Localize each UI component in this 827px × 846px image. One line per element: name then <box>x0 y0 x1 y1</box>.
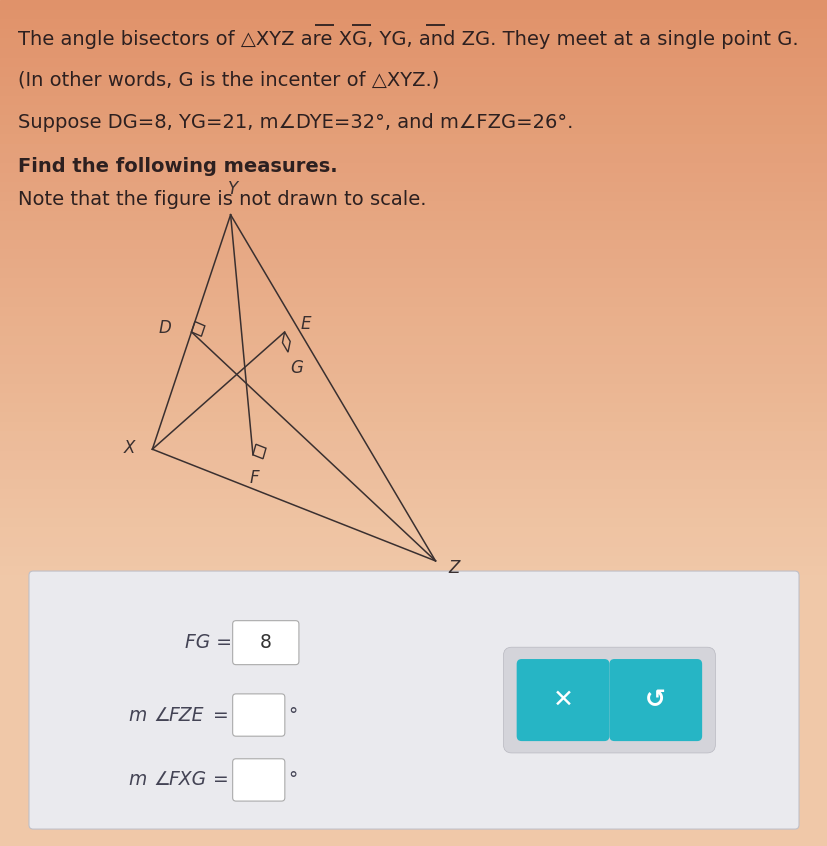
Bar <box>0 106 827 115</box>
Text: FXG: FXG <box>168 771 206 789</box>
Bar <box>0 422 827 431</box>
Bar <box>0 0 827 9</box>
Text: F: F <box>250 470 259 487</box>
Bar <box>0 527 827 537</box>
Bar <box>0 250 827 259</box>
Bar <box>0 192 827 201</box>
Bar <box>0 451 827 460</box>
Bar <box>0 153 827 163</box>
Text: ∠: ∠ <box>153 706 170 724</box>
Text: D: D <box>159 319 171 337</box>
Text: Note that the figure is not drawn to scale.: Note that the figure is not drawn to sca… <box>18 190 426 209</box>
Text: °: ° <box>288 771 297 789</box>
Bar <box>0 383 827 393</box>
Text: °: ° <box>288 706 297 724</box>
Bar <box>0 412 827 422</box>
Text: FG =: FG = <box>184 633 232 652</box>
Bar <box>0 354 827 365</box>
Bar <box>0 393 827 403</box>
Bar <box>0 221 827 230</box>
Bar <box>0 326 827 336</box>
Bar <box>0 239 827 250</box>
Bar <box>0 259 827 268</box>
Bar <box>0 336 827 345</box>
Bar <box>0 173 827 182</box>
FancyBboxPatch shape <box>232 759 284 801</box>
FancyBboxPatch shape <box>516 659 609 741</box>
Bar <box>0 163 827 173</box>
Bar <box>0 278 827 288</box>
Bar <box>0 86 827 96</box>
Bar <box>0 230 827 239</box>
Bar <box>0 288 827 297</box>
Bar <box>0 441 827 451</box>
Bar <box>0 556 827 566</box>
Bar <box>0 135 827 144</box>
Bar <box>0 9 827 19</box>
FancyBboxPatch shape <box>232 694 284 736</box>
Bar <box>0 345 827 354</box>
Text: Suppose DG​=8, YG​=21, m∠DYE​=32°, and m∠FZG​=26°.: Suppose DG​=8, YG​=21, m∠DYE​=32°, and m… <box>18 113 573 132</box>
Bar <box>0 508 827 518</box>
Text: The angle bisectors of △XYZ are XG, YG, and ZG. They meet at a single point G.: The angle bisectors of △XYZ are XG, YG, … <box>18 30 798 48</box>
Text: E: E <box>299 315 310 332</box>
Bar <box>0 489 827 498</box>
Text: Find the following measures.: Find the following measures. <box>18 157 337 175</box>
Bar <box>0 77 827 86</box>
Bar <box>0 182 827 192</box>
Bar <box>0 575 827 846</box>
Bar <box>0 48 827 58</box>
Bar <box>0 537 827 547</box>
Text: =: = <box>213 706 228 724</box>
FancyBboxPatch shape <box>503 647 715 753</box>
Text: Z: Z <box>447 558 459 577</box>
FancyBboxPatch shape <box>232 621 299 665</box>
Bar <box>0 566 827 575</box>
Bar <box>0 19 827 29</box>
Bar <box>0 470 827 480</box>
Text: ↺: ↺ <box>644 688 666 712</box>
Text: ✕: ✕ <box>552 688 573 712</box>
Text: Y: Y <box>227 180 238 198</box>
Bar <box>0 518 827 527</box>
Bar <box>0 403 827 412</box>
Bar <box>0 374 827 383</box>
Bar <box>0 498 827 508</box>
Bar <box>0 67 827 77</box>
Bar <box>0 307 827 316</box>
FancyBboxPatch shape <box>609 659 701 741</box>
Text: X: X <box>123 438 135 457</box>
Bar <box>0 480 827 489</box>
Bar <box>0 58 827 67</box>
Bar <box>0 96 827 106</box>
Bar <box>0 115 827 124</box>
Text: 8: 8 <box>260 633 271 652</box>
FancyBboxPatch shape <box>29 571 798 829</box>
Bar <box>0 460 827 470</box>
Bar <box>0 431 827 441</box>
Text: FZE: FZE <box>168 706 203 724</box>
Text: =: = <box>213 771 228 789</box>
Text: ∠: ∠ <box>153 771 170 789</box>
Bar <box>0 316 827 326</box>
Bar <box>0 201 827 211</box>
Text: (In other words, G is the incenter of △XYZ.): (In other words, G is the incenter of △X… <box>18 70 439 89</box>
Bar <box>0 297 827 307</box>
Text: m: m <box>128 706 146 724</box>
Text: G: G <box>290 359 304 376</box>
Bar <box>0 38 827 48</box>
Bar <box>0 547 827 556</box>
Bar <box>0 211 827 221</box>
Bar <box>0 365 827 374</box>
Bar <box>0 124 827 135</box>
Text: m: m <box>128 771 146 789</box>
Bar <box>0 29 827 38</box>
Bar <box>0 144 827 153</box>
Bar <box>0 268 827 278</box>
